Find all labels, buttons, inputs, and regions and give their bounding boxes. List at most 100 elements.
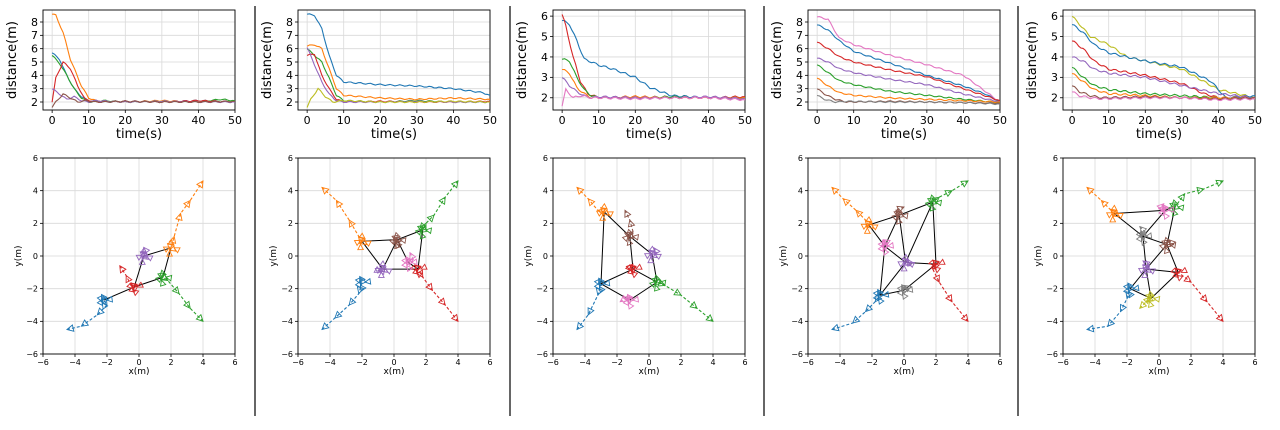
agent-blue-end-marker: [1128, 290, 1135, 299]
agent-pink-end-marker: [886, 241, 895, 249]
y-tick-label: 2: [33, 219, 38, 228]
y-tick-label: −6: [791, 350, 803, 359]
agent-brown-trajectory: [621, 209, 640, 246]
agent-purple-end-marker: [380, 266, 388, 273]
agent-blue-marker: [334, 310, 343, 319]
agent-red-trajectory: [624, 263, 643, 279]
agent-green-trajectory: [1166, 179, 1224, 217]
agent-green-marker: [183, 300, 191, 310]
agent-green-path: [162, 276, 204, 322]
x-tick-label: −4: [834, 358, 846, 367]
y-tick-label: 4: [31, 69, 38, 82]
agent-orange-end-marker: [595, 210, 604, 217]
agent-pink-end-marker: [1167, 206, 1175, 213]
agent-green-end-marker: [416, 225, 424, 233]
series-line-pair-1: [562, 19, 745, 100]
axes-frame: [297, 9, 491, 111]
formation-link: [1166, 244, 1179, 273]
agent-green-trajectory: [648, 274, 714, 322]
agent-blue-trajectory: [1086, 282, 1140, 333]
formation-link: [1113, 213, 1144, 237]
agent-orange-trajectory: [321, 186, 372, 251]
agent-red-end-marker: [409, 263, 418, 272]
agent-gray-end-marker: [1140, 238, 1148, 247]
agent-brown-end-marker: [626, 238, 634, 246]
agent-orange-marker: [576, 186, 585, 195]
agent-blue-end-marker: [877, 297, 885, 305]
agent-purple-end-marker: [139, 251, 147, 259]
agent-brown-end-marker: [893, 210, 901, 218]
agent-blue-marker: [348, 297, 357, 306]
agent-pink-end-marker: [626, 293, 634, 301]
agent-pink-marker: [409, 251, 417, 261]
formation-link: [905, 201, 934, 263]
x-tick-label: −2: [356, 358, 368, 367]
agent-orange-end-marker: [863, 226, 871, 234]
agent-purple-end-marker: [384, 268, 393, 275]
agent-red-end-marker: [131, 282, 138, 291]
y-tick-label: 6: [1053, 154, 1058, 163]
series-group: [306, 13, 490, 108]
agent-brown-end-marker: [395, 235, 403, 243]
agent-orange-marker: [855, 209, 864, 218]
x-tick-label: 20: [373, 114, 387, 127]
agent-brown-end-marker: [1158, 243, 1167, 251]
agent-red-end-marker: [126, 281, 134, 290]
agent-orange-end-marker: [1109, 215, 1117, 223]
x-axis-label: x(m): [128, 367, 149, 377]
formation-link: [1114, 209, 1166, 215]
y-tick-label: 5: [31, 56, 38, 69]
x-tick-label: 10: [337, 114, 351, 127]
agent-red-marker: [960, 313, 969, 323]
agent-red-end-marker: [131, 289, 140, 297]
agent-green-end-marker: [648, 280, 657, 288]
distance-plot-3: 0 10 20 30 40 50 2 3 4 5 6 time(s) distance(m): [515, 9, 752, 142]
y-tick-label: 2: [1051, 92, 1058, 105]
y-tick-label: 2: [541, 92, 548, 105]
series-line-pair-4: [306, 53, 490, 104]
agent-green-marker: [705, 314, 714, 322]
agent-green-marker: [171, 285, 180, 295]
agent-brown-marker: [627, 219, 636, 228]
agent-gray-end-marker: [1141, 232, 1148, 240]
x-tick-label: 6: [232, 358, 237, 367]
formation-link: [1166, 206, 1176, 245]
y-tick-label: −4: [281, 317, 293, 326]
x-tick-label: −4: [69, 358, 81, 367]
agent-orange-end-marker: [166, 249, 174, 257]
x-tick-label: 2: [423, 358, 428, 367]
formation-link: [868, 214, 900, 226]
agent-red-end-marker: [938, 258, 946, 265]
agent-orange-trajectory: [576, 186, 614, 221]
agent-purple-end-marker: [903, 259, 911, 267]
x-tick-label: 0: [901, 358, 906, 367]
x-tick-label: −4: [324, 358, 336, 367]
agent-purple-end-marker: [647, 256, 655, 264]
agent-orange-marker: [321, 186, 330, 195]
series-line-pair-2: [561, 14, 745, 100]
agent-brown-end-marker: [394, 241, 401, 250]
y-tick-label: 4: [1051, 51, 1058, 64]
axes-frame: [807, 157, 1001, 355]
agent-purple-end-marker: [1142, 264, 1149, 272]
agent-purple-end-marker: [901, 257, 909, 265]
agent-red-marker: [1183, 274, 1192, 283]
agent-blue-end-marker: [359, 275, 366, 283]
series-line-pair-6: [561, 87, 745, 107]
agent-brown-path: [895, 206, 905, 216]
agent-green-end-marker: [1172, 203, 1181, 210]
y-tick-label: 8: [796, 16, 803, 29]
y-tick-label: 3: [31, 83, 38, 96]
x-axis-label: x(m): [1148, 367, 1169, 377]
y-tick-label: −6: [536, 350, 548, 359]
series-line-pair-3: [816, 41, 1000, 102]
y-tick-label: −2: [26, 284, 38, 293]
y-tick-label: 6: [286, 43, 293, 56]
formation-link: [600, 211, 605, 284]
agent-brown-trajectory: [1158, 236, 1177, 255]
panel-separators: [254, 6, 1019, 416]
agent-blue-end-marker: [603, 279, 611, 287]
